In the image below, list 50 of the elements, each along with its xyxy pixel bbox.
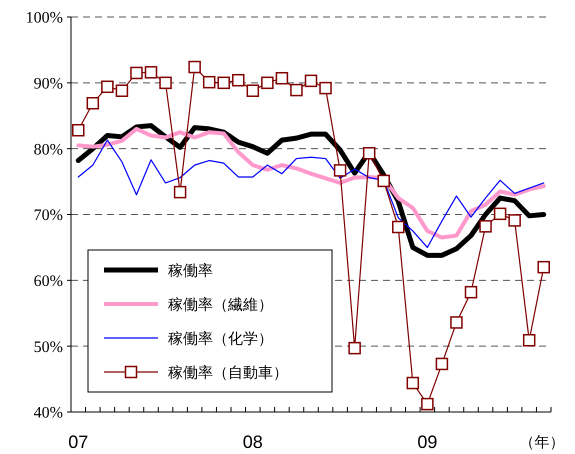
point (348, 342, 361, 354)
point (232, 74, 245, 86)
x-tick-label: 07 (68, 432, 88, 452)
point (392, 220, 405, 234)
point (406, 376, 420, 390)
point (377, 174, 390, 188)
point (334, 164, 346, 177)
point (101, 80, 114, 94)
y-tick-label: 60% (34, 272, 63, 290)
point (464, 286, 478, 298)
point (72, 124, 85, 136)
point (116, 84, 128, 97)
point (261, 76, 274, 90)
point (522, 334, 536, 346)
point (290, 84, 303, 96)
legend-label: 稼働率（化学） (168, 329, 273, 348)
point (319, 82, 332, 94)
point (537, 260, 550, 274)
point (159, 76, 172, 90)
point (130, 66, 143, 80)
point (494, 208, 506, 220)
point (479, 220, 492, 233)
point (362, 147, 376, 160)
x-tick-label: 09 (417, 432, 438, 452)
legend-label: 稼働率 (168, 261, 213, 280)
y-tick-label: 40% (34, 404, 63, 422)
point (188, 60, 201, 74)
point (436, 358, 448, 370)
point (246, 84, 260, 97)
legend-label: 稼働率（繊維） (168, 295, 273, 314)
y-tick-label: 100% (26, 10, 63, 27)
y-tick-label: 70% (34, 207, 63, 224)
point (508, 214, 521, 227)
point (217, 76, 230, 90)
point (86, 96, 100, 110)
point (450, 316, 463, 329)
point (304, 74, 318, 88)
x-axis-title: （年） (520, 433, 564, 451)
point (202, 76, 216, 88)
point (144, 66, 158, 79)
line-series (78, 140, 544, 248)
y-tick-label: 80% (34, 141, 63, 158)
x-tick-label: 08 (242, 432, 263, 452)
line-series (76, 126, 546, 240)
y-tick-label: 50% (34, 338, 63, 356)
point (174, 186, 186, 198)
legend-label: 稼働率（自動車） (168, 363, 288, 382)
point (276, 72, 288, 84)
y-tick-label: 90% (34, 75, 63, 92)
point (421, 398, 434, 410)
